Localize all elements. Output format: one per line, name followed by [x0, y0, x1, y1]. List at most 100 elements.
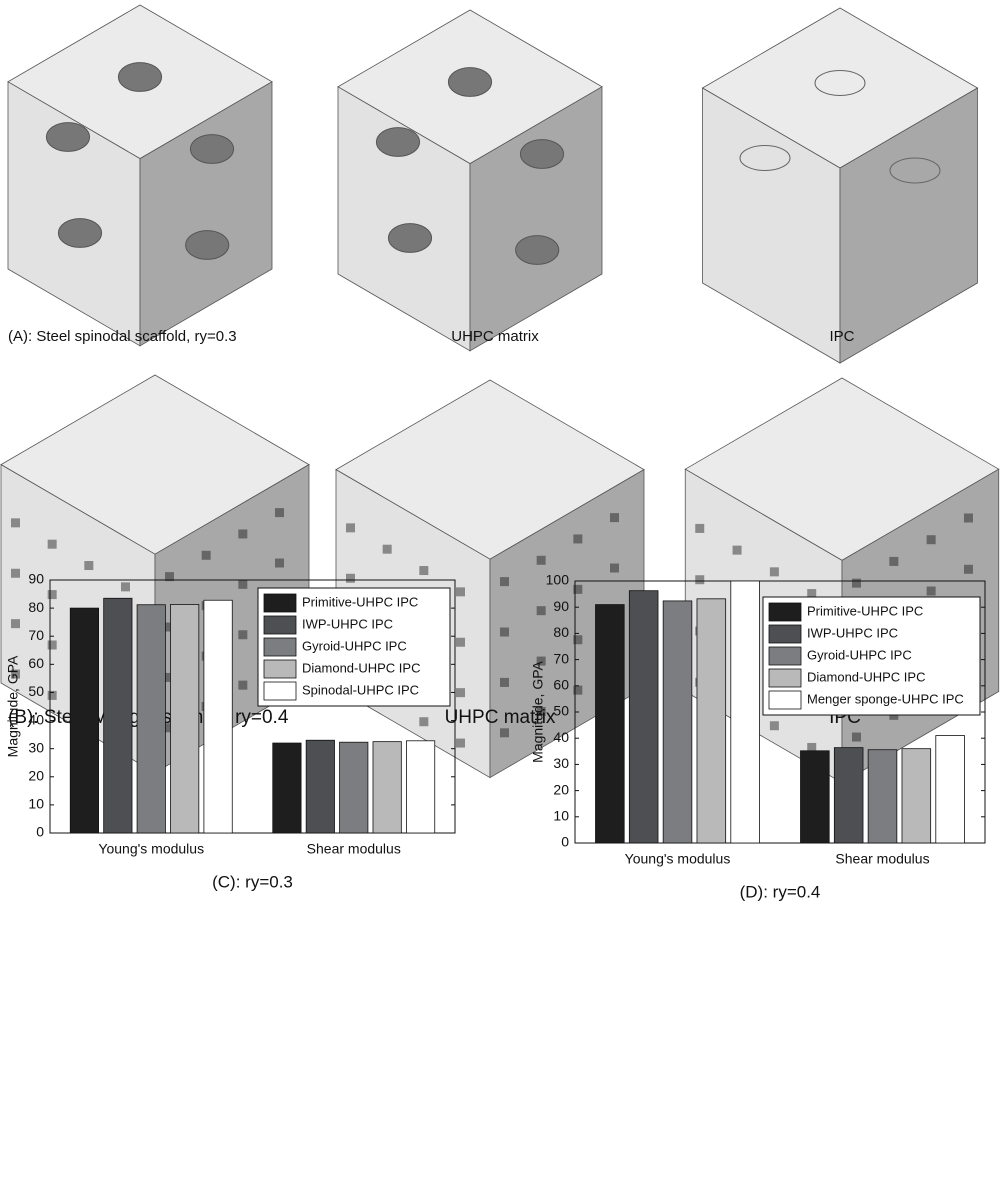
pore	[520, 140, 563, 169]
pore	[376, 128, 419, 157]
bar	[406, 741, 434, 833]
hole	[419, 566, 428, 575]
hole	[238, 580, 247, 589]
figure: (A): Steel spinodal scaffold, ry=0.3 UHP…	[0, 0, 1000, 1183]
bar	[663, 601, 692, 843]
hole	[202, 551, 211, 560]
legend-swatch	[769, 647, 801, 665]
legend-label: Spinodal-UHPC IPC	[302, 682, 419, 697]
bar	[801, 751, 830, 843]
pore	[58, 219, 101, 248]
hole	[500, 678, 509, 687]
hole	[11, 518, 20, 527]
bar	[868, 750, 897, 843]
hole	[48, 540, 57, 549]
y-tick-label: 90	[553, 598, 569, 614]
legend-swatch	[769, 669, 801, 687]
x-tick-label: Young's modulus	[625, 851, 731, 867]
pore	[516, 236, 559, 265]
legend-label: Primitive-UHPC IPC	[807, 603, 923, 618]
y-tick-label: 80	[28, 599, 44, 615]
hole	[238, 681, 247, 690]
bar	[273, 743, 301, 833]
pore	[190, 135, 233, 164]
bar	[629, 591, 658, 843]
legend-swatch	[769, 625, 801, 643]
hole	[500, 577, 509, 586]
bar	[204, 600, 232, 833]
y-axis-label: Magnitude, GPA	[5, 655, 21, 757]
hole	[733, 546, 742, 555]
chart-title: (D): ry=0.4	[740, 882, 821, 901]
caption: (A): Steel spinodal scaffold, ry=0.3	[8, 328, 237, 345]
hole	[695, 575, 704, 584]
legend-label: Diamond-UHPC IPC	[807, 669, 925, 684]
chart-title: (C): ry=0.3	[212, 872, 293, 891]
y-tick-label: 70	[553, 650, 569, 666]
y-tick-label: 10	[28, 796, 44, 812]
hole	[456, 739, 465, 748]
hole	[275, 559, 284, 568]
hole	[456, 688, 465, 697]
caption: IPC	[829, 328, 854, 345]
y-tick-label: 50	[28, 683, 44, 699]
hole	[964, 513, 973, 522]
hole	[852, 579, 861, 588]
hole	[11, 569, 20, 578]
hole	[500, 628, 509, 637]
legend-label: Gyroid-UHPC IPC	[302, 638, 407, 653]
y-tick-label: 30	[28, 739, 44, 755]
x-tick-label: Shear modulus	[307, 841, 401, 857]
y-tick-label: 20	[28, 767, 44, 783]
bar	[697, 599, 726, 843]
y-tick-label: 50	[553, 703, 569, 719]
hole	[346, 574, 355, 583]
legend-swatch	[264, 682, 296, 700]
legend-swatch	[264, 660, 296, 678]
legend-swatch	[264, 638, 296, 656]
bar	[70, 608, 98, 833]
hole	[48, 590, 57, 599]
hole	[537, 556, 546, 565]
bar	[596, 605, 625, 843]
pore	[46, 123, 89, 152]
hole	[383, 545, 392, 554]
legend-swatch	[769, 691, 801, 709]
pore	[448, 68, 491, 97]
hole	[537, 606, 546, 615]
bar	[306, 740, 334, 833]
legend-swatch	[264, 594, 296, 612]
hole	[500, 728, 509, 737]
hole	[964, 565, 973, 574]
bar	[373, 742, 401, 833]
y-tick-label: 40	[28, 711, 44, 727]
hole	[275, 508, 284, 517]
hole	[238, 529, 247, 538]
bar	[137, 605, 165, 833]
hole	[238, 630, 247, 639]
x-tick-label: Young's modulus	[98, 841, 204, 857]
hole	[770, 567, 779, 576]
bar	[104, 598, 132, 833]
hole	[11, 619, 20, 628]
legend-label: IWP-UHPC IPC	[807, 625, 898, 640]
bar	[936, 736, 965, 843]
y-tick-label: 0	[561, 834, 569, 850]
y-tick-label: 40	[553, 729, 569, 745]
hole	[48, 640, 57, 649]
hole	[456, 587, 465, 596]
hole	[610, 513, 619, 522]
y-tick-label: 60	[553, 677, 569, 693]
hole	[84, 561, 93, 570]
bar	[170, 604, 198, 833]
legend-label: Diamond-UHPC IPC	[302, 660, 420, 675]
legend-label: Menger sponge-UHPC IPC	[807, 691, 964, 706]
hole	[346, 523, 355, 532]
hole	[573, 534, 582, 543]
hole	[770, 721, 779, 730]
y-tick-label: 0	[36, 824, 44, 840]
y-tick-label: 10	[553, 808, 569, 824]
hole	[456, 638, 465, 647]
pore	[118, 63, 161, 92]
y-axis-label: Magnitude, GPA	[530, 660, 546, 762]
